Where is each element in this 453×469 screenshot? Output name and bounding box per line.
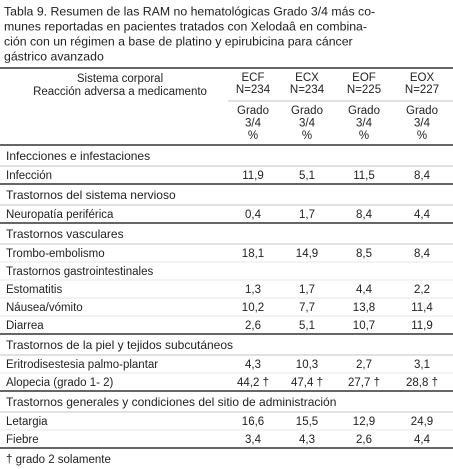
section-title: Infecciones e infestaciones (6, 149, 150, 163)
column-unit: % (359, 130, 369, 142)
cell-value: 11,4 (411, 302, 433, 314)
cell-value: 5,1 (299, 320, 315, 332)
cell-value: 18,1 (242, 248, 264, 260)
cell-value: 11,9 (411, 320, 433, 332)
cell-value: 4,4 (414, 209, 431, 221)
cell-value: 3,4 (245, 434, 262, 446)
title-line: gástrico avanzado (4, 49, 104, 63)
row-label: Trastornos gastrointestinales (6, 266, 153, 278)
column-unit: % (417, 130, 427, 142)
cell-value: 5,1 (299, 170, 315, 182)
header-label: Reacción adversa a medicamento (33, 86, 207, 98)
cell-value: 11,9 (242, 170, 264, 182)
cell-value: 12,9 (353, 416, 375, 428)
cell-value: 10,3 (296, 359, 318, 371)
column-n: N=234 (290, 84, 325, 96)
row-label: Diarrea (6, 320, 44, 332)
cell-value: 2,6 (245, 320, 261, 332)
section-title: Trastornos vasculares (6, 227, 124, 241)
row-label: Eritrodisestesia palmo-plantar (6, 359, 158, 371)
cell-value: 2,6 (356, 434, 372, 446)
section-title: Trastornos de la piel y tejidos subcután… (6, 338, 233, 352)
cell-value: 8,4 (356, 209, 373, 221)
row-label: Fiebre (6, 434, 39, 446)
cell-value: 8,4 (414, 170, 431, 182)
cell-value: 4,4 (414, 434, 431, 446)
column-name: ECF (242, 72, 265, 84)
cell-value: 10,2 (242, 302, 264, 314)
title-line: Tabla 9. Resumen de las RAM no hematológ… (4, 4, 375, 18)
row-label: Estomatitis (6, 284, 62, 296)
column-unit: 3/4 (356, 118, 373, 130)
cell-value: 8,5 (356, 248, 372, 260)
cell-value: 8,4 (414, 248, 431, 260)
cell-value: 2,2 (414, 284, 430, 296)
column-unit: 3/4 (245, 118, 262, 130)
cell-value: 1,7 (299, 209, 315, 221)
column-unit: % (248, 130, 258, 142)
section-title: Trastornos generales y condiciones del s… (6, 395, 336, 409)
cell-value: 44,2 † (237, 377, 269, 389)
cell-value: 1,3 (245, 284, 261, 296)
column-n: N=234 (236, 84, 271, 96)
cell-value: 1,7 (299, 284, 315, 296)
row-label: Infección (6, 170, 52, 182)
cell-value: 10,7 (353, 320, 375, 332)
column-n: N=227 (405, 84, 439, 96)
column-name: EOX (410, 72, 435, 84)
column-n: N=225 (347, 84, 381, 96)
cell-value: 2,7 (356, 359, 372, 371)
header-label: Sistema corporal (77, 73, 163, 85)
cell-value: 3,1 (414, 359, 430, 371)
row-label: Trombo-embolismo (6, 248, 105, 260)
cell-value: 7,7 (299, 302, 315, 314)
cell-value: 27,7 † (348, 377, 380, 389)
cell-value: 0,4 (245, 209, 262, 221)
column-unit: Grado (237, 105, 269, 117)
column-unit: % (302, 130, 312, 142)
row-label: Náusea/vómito (6, 302, 83, 314)
cell-value: 24,9 (411, 416, 433, 428)
column-unit: 3/4 (414, 118, 431, 130)
column-unit: 3/4 (299, 118, 316, 130)
row-label: Letargia (6, 416, 48, 428)
cell-value: 47,4 † (291, 377, 323, 389)
footnote: † grado 2 solamente (6, 454, 111, 466)
cell-value: 15,5 (296, 416, 318, 428)
section-title: Trastornos del sistema nervioso (6, 188, 176, 202)
column-unit: Grado (406, 105, 438, 117)
column-unit: Grado (348, 105, 380, 117)
column-unit: Grado (291, 105, 323, 117)
row-label: Neuropatía periférica (6, 209, 114, 221)
cell-value: 11,5 (353, 170, 375, 182)
cell-value: 28,8 † (406, 377, 438, 389)
cell-value: 4,3 (245, 359, 261, 371)
cell-value: 13,8 (353, 302, 375, 314)
cell-value: 16,6 (242, 416, 264, 428)
row-label: Alopecia (grado 1- 2) (6, 377, 114, 389)
title-line: ción con un régimen a base de platino y … (4, 34, 353, 48)
cell-value: 14,9 (296, 248, 318, 260)
cell-value: 4,3 (299, 434, 315, 446)
title-line: munes reportadas en pacientes tratados c… (4, 19, 367, 33)
column-name: ECX (295, 72, 319, 84)
column-name: EOF (352, 72, 376, 84)
cell-value: 4,4 (356, 284, 373, 296)
